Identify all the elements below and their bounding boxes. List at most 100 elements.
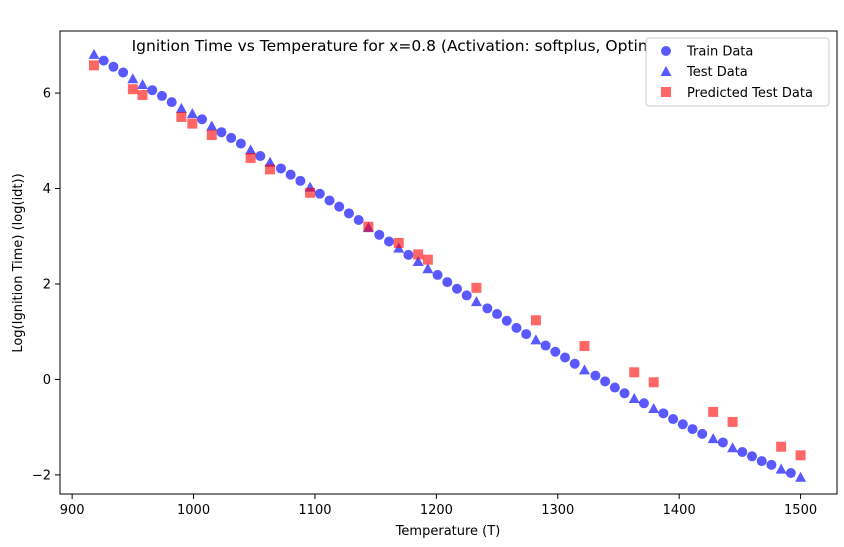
data-point <box>470 296 482 307</box>
data-point <box>776 441 787 452</box>
legend-marker-test <box>660 66 672 76</box>
legend-label-train: Train Data <box>686 45 753 60</box>
data-point <box>727 442 739 453</box>
data-point <box>766 459 777 470</box>
data-point <box>413 249 424 260</box>
data-point <box>482 303 493 314</box>
data-point <box>88 48 100 59</box>
data-point <box>127 84 138 95</box>
data-point <box>147 85 158 96</box>
data-point <box>403 249 414 260</box>
data-point <box>511 322 522 333</box>
data-point <box>216 127 227 138</box>
data-point <box>295 175 306 186</box>
data-point <box>609 382 620 393</box>
data-point <box>255 151 266 162</box>
y-tick-label: −2 <box>32 468 51 483</box>
data-point <box>137 89 148 100</box>
data-point <box>451 283 462 294</box>
legend: Train Data Test Data Predicted Test Data <box>645 37 830 107</box>
data-point <box>717 437 728 448</box>
data-point <box>687 424 698 435</box>
data-point <box>697 428 708 439</box>
legend-marker-predicted <box>661 87 671 97</box>
data-point <box>226 132 237 143</box>
data-point <box>118 67 129 78</box>
data-point <box>187 118 198 129</box>
data-point <box>579 341 590 352</box>
legend-frame <box>645 37 830 107</box>
series-square <box>88 60 806 461</box>
x-tick-label: 1300 <box>541 503 574 518</box>
x-tick-label: 1100 <box>298 503 331 518</box>
data-point <box>353 215 364 226</box>
data-point <box>176 111 187 122</box>
data-point <box>658 408 669 419</box>
series-circle <box>98 55 796 478</box>
data-point <box>560 352 571 363</box>
data-point <box>393 237 404 248</box>
data-point <box>235 138 246 149</box>
legend-marker-train <box>661 46 671 56</box>
data-point <box>727 416 738 427</box>
data-point <box>540 340 551 351</box>
legend-label-test: Test Data <box>686 65 748 80</box>
data-point <box>648 403 660 414</box>
data-point <box>795 450 806 461</box>
data-point <box>186 108 198 119</box>
data-point <box>166 97 177 108</box>
data-point <box>206 120 218 131</box>
data-point <box>127 73 139 84</box>
data-point <box>471 282 482 293</box>
x-axis: 900 1000 1100 1200 1300 1400 1500 <box>60 494 817 518</box>
data-point <box>285 169 296 180</box>
legend-label-predicted: Predicted Test Data <box>687 86 813 101</box>
data-point <box>88 60 99 71</box>
data-point <box>324 195 335 206</box>
x-tick-label: 900 <box>60 503 85 518</box>
data-point <box>492 309 503 320</box>
data-point <box>628 393 640 404</box>
data-point <box>569 358 580 369</box>
data-point <box>412 256 424 267</box>
data-point <box>343 208 354 219</box>
data-point <box>275 163 286 174</box>
series-layer <box>88 48 807 482</box>
data-point <box>648 377 659 388</box>
data-point <box>98 55 109 66</box>
data-point <box>374 229 385 240</box>
data-point <box>197 114 208 125</box>
data-point <box>619 388 630 399</box>
data-point <box>668 414 679 425</box>
data-point <box>422 263 434 274</box>
data-point <box>137 78 149 89</box>
data-point <box>550 346 561 357</box>
x-tick-label: 1000 <box>177 503 210 518</box>
data-point <box>638 398 649 409</box>
data-point <box>590 370 601 381</box>
data-point <box>578 364 590 375</box>
data-point <box>501 315 512 326</box>
data-point <box>521 329 532 340</box>
data-point <box>530 315 541 326</box>
data-point <box>785 467 796 478</box>
data-point <box>775 463 787 474</box>
data-point <box>264 156 276 167</box>
chart-title: Ignition Time vs Temperature for x=0.8 (… <box>132 37 767 55</box>
plot-frame <box>59 30 838 495</box>
x-tick-label: 1500 <box>784 503 817 518</box>
x-tick-label: 1200 <box>420 503 453 518</box>
data-point <box>677 419 688 430</box>
data-point <box>422 254 433 265</box>
data-point <box>461 290 472 301</box>
data-point <box>795 471 807 482</box>
data-point <box>442 277 453 288</box>
y-tick-label: 6 <box>43 87 51 102</box>
data-point <box>629 367 640 378</box>
data-point <box>305 187 316 198</box>
data-point <box>756 456 767 467</box>
y-tick-label: 4 <box>43 182 51 197</box>
y-tick-label: 2 <box>43 277 51 292</box>
x-tick-label: 1400 <box>663 503 696 518</box>
